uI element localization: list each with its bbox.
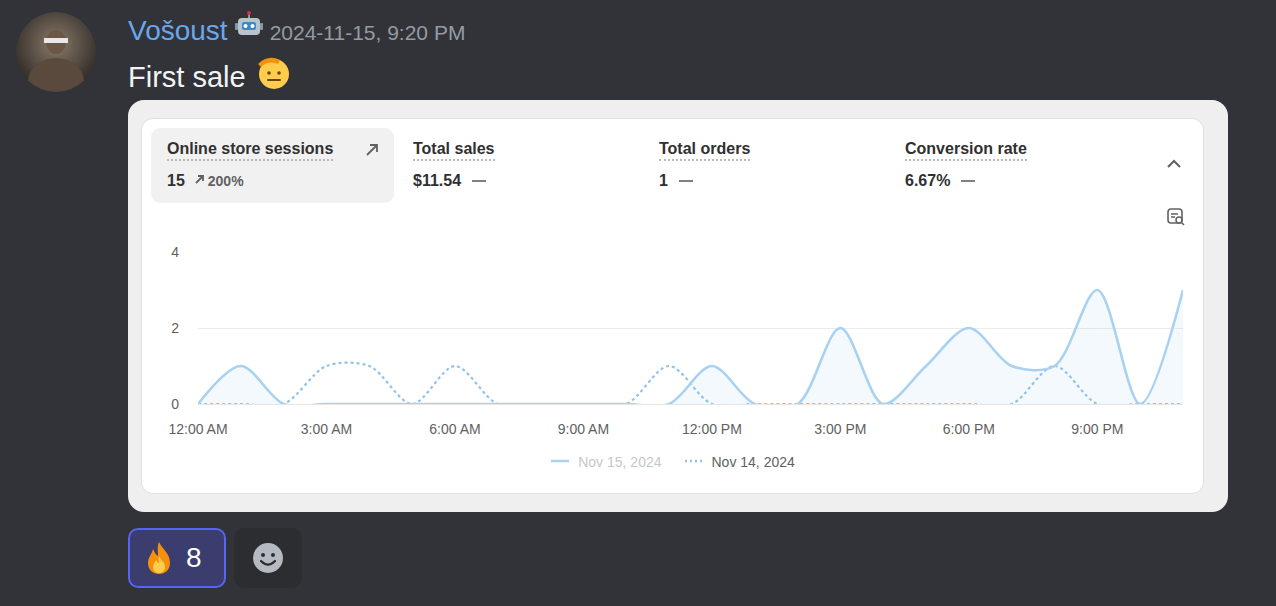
svg-text:2: 2	[171, 320, 179, 336]
html-text:Online store sessions: Online store sessions	[167, 140, 334, 157]
html-text:Nov 15, 2024: Nov 15, 2024	[578, 453, 662, 470]
svg-text:12:00 AM: 12:00 AM	[168, 421, 227, 437]
html-text:Total sales: Total sales	[413, 140, 495, 157]
svg-text:12:00 PM: 12:00 PM	[682, 421, 742, 437]
svg-text:0: 0	[171, 396, 179, 412]
svg-text:9:00 PM: 9:00 PM	[1071, 421, 1123, 437]
html-text:Total orders: Total orders	[659, 140, 751, 157]
html-text:200%: 200%	[207, 173, 244, 189]
svg-text:6:00 PM: 6:00 PM	[943, 421, 995, 437]
svg-text:9:00 AM: 9:00 AM	[558, 421, 609, 437]
html-text:Nov 14, 2024: Nov 14, 2024	[711, 453, 795, 470]
html-text:6.67%: 6.67%	[905, 172, 951, 189]
html-text:15: 15	[167, 172, 185, 189]
svg-text:6:00 AM: 6:00 AM	[429, 421, 480, 437]
html-text:$11.54: $11.54	[413, 172, 462, 189]
html-text:1: 1	[659, 172, 668, 189]
html-text:Conversion rate: Conversion rate	[905, 140, 1027, 157]
html-text:2024-11-15, 9:20 PM: 2024-11-15, 9:20 PM	[269, 21, 466, 44]
html-text:8: 8	[186, 542, 202, 573]
html-text:Vošoust: Vošoust	[128, 15, 228, 46]
html-text:First sale: First sale	[128, 60, 246, 93]
svg-text:3:00 AM: 3:00 AM	[301, 421, 352, 437]
svg-text:4: 4	[171, 244, 179, 260]
svg-text:3:00 PM: 3:00 PM	[814, 421, 866, 437]
